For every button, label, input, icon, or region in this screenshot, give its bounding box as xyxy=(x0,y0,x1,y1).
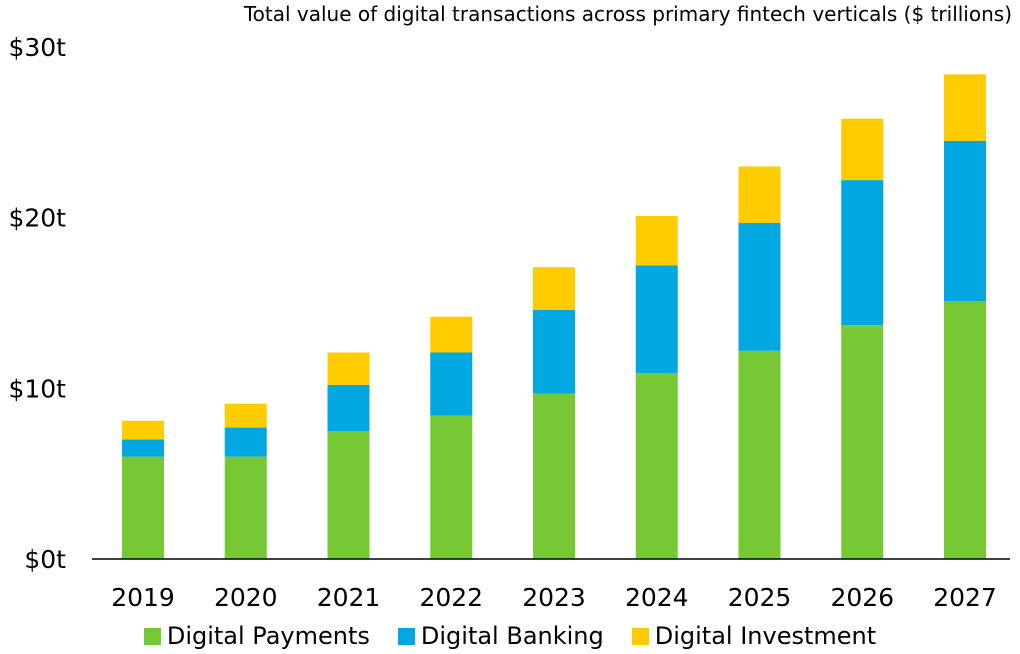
bars-layer xyxy=(122,74,986,559)
bar-digital-payments-2019 xyxy=(122,456,164,559)
bar-digital-payments-2021 xyxy=(327,431,370,559)
bar-digital-banking-2025 xyxy=(738,222,781,351)
bar-digital-investment-2022 xyxy=(430,316,473,353)
bar-digital-investment-2020 xyxy=(224,403,267,428)
legend-label-digital-investment: Digital Investment xyxy=(654,622,877,650)
bar-digital-payments-2026 xyxy=(841,325,884,559)
x-tick-label-2020: 2020 xyxy=(214,583,278,612)
bar-digital-payments-2027 xyxy=(944,301,986,559)
y-tick-label-0: $0t xyxy=(24,545,66,574)
bar-digital-banking-2019 xyxy=(122,439,164,457)
legend-entry-digital-investment: Digital Investment xyxy=(631,622,877,650)
y-tick-label-30: $30t xyxy=(8,33,66,62)
x-tick-label-2022: 2022 xyxy=(419,583,483,612)
legend-swatch-digital-payments xyxy=(143,627,161,645)
bar-digital-investment-2025 xyxy=(738,166,781,223)
x-tick-label-2024: 2024 xyxy=(625,583,689,612)
bar-digital-banking-2024 xyxy=(635,265,678,373)
bar-digital-payments-2024 xyxy=(635,372,678,559)
chart-title: Total value of digital transactions acro… xyxy=(243,2,1012,26)
legend: Digital Payments Digital Banking Digital I… xyxy=(0,618,1020,654)
bar-digital-payments-2022 xyxy=(430,415,473,559)
x-tick-label-2026: 2026 xyxy=(830,583,894,612)
x-tick-label-2023: 2023 xyxy=(522,583,586,612)
bar-digital-banking-2023 xyxy=(533,309,575,394)
bar-digital-investment-2024 xyxy=(635,215,678,266)
x-tick-label-2021: 2021 xyxy=(317,583,381,612)
legend-entry-digital-payments: Digital Payments xyxy=(143,622,370,650)
bar-digital-banking-2026 xyxy=(841,180,884,326)
bar-digital-investment-2027 xyxy=(944,74,986,141)
axis-layer: $0t $10t $20t $30t 2019 2020 2021 2022 2023 2024 2… xyxy=(8,33,1010,612)
bar-digital-investment-2019 xyxy=(122,420,164,440)
legend-label-digital-payments: Digital Payments xyxy=(166,622,370,650)
y-tick-label-10: $10t xyxy=(8,374,66,403)
bar-digital-banking-2027 xyxy=(944,140,986,302)
bar-digital-investment-2021 xyxy=(327,352,370,385)
x-tick-label-2025: 2025 xyxy=(728,583,792,612)
bar-digital-payments-2020 xyxy=(224,456,267,559)
bar-digital-banking-2022 xyxy=(430,352,473,416)
legend-swatch-digital-investment xyxy=(631,627,649,645)
bar-digital-banking-2021 xyxy=(327,384,370,431)
x-tick-label-2019: 2019 xyxy=(111,583,175,612)
bar-digital-banking-2020 xyxy=(224,427,267,457)
x-tick-label-2027: 2027 xyxy=(933,583,997,612)
bar-digital-payments-2025 xyxy=(738,350,781,559)
legend-swatch-digital-banking xyxy=(397,627,415,645)
legend-entry-digital-banking: Digital Banking xyxy=(397,622,604,650)
bar-digital-payments-2023 xyxy=(533,393,575,559)
bar-digital-investment-2023 xyxy=(533,267,575,310)
y-tick-label-20: $20t xyxy=(8,204,66,233)
bar-digital-investment-2026 xyxy=(841,118,884,181)
legend-label-digital-banking: Digital Banking xyxy=(420,622,604,650)
